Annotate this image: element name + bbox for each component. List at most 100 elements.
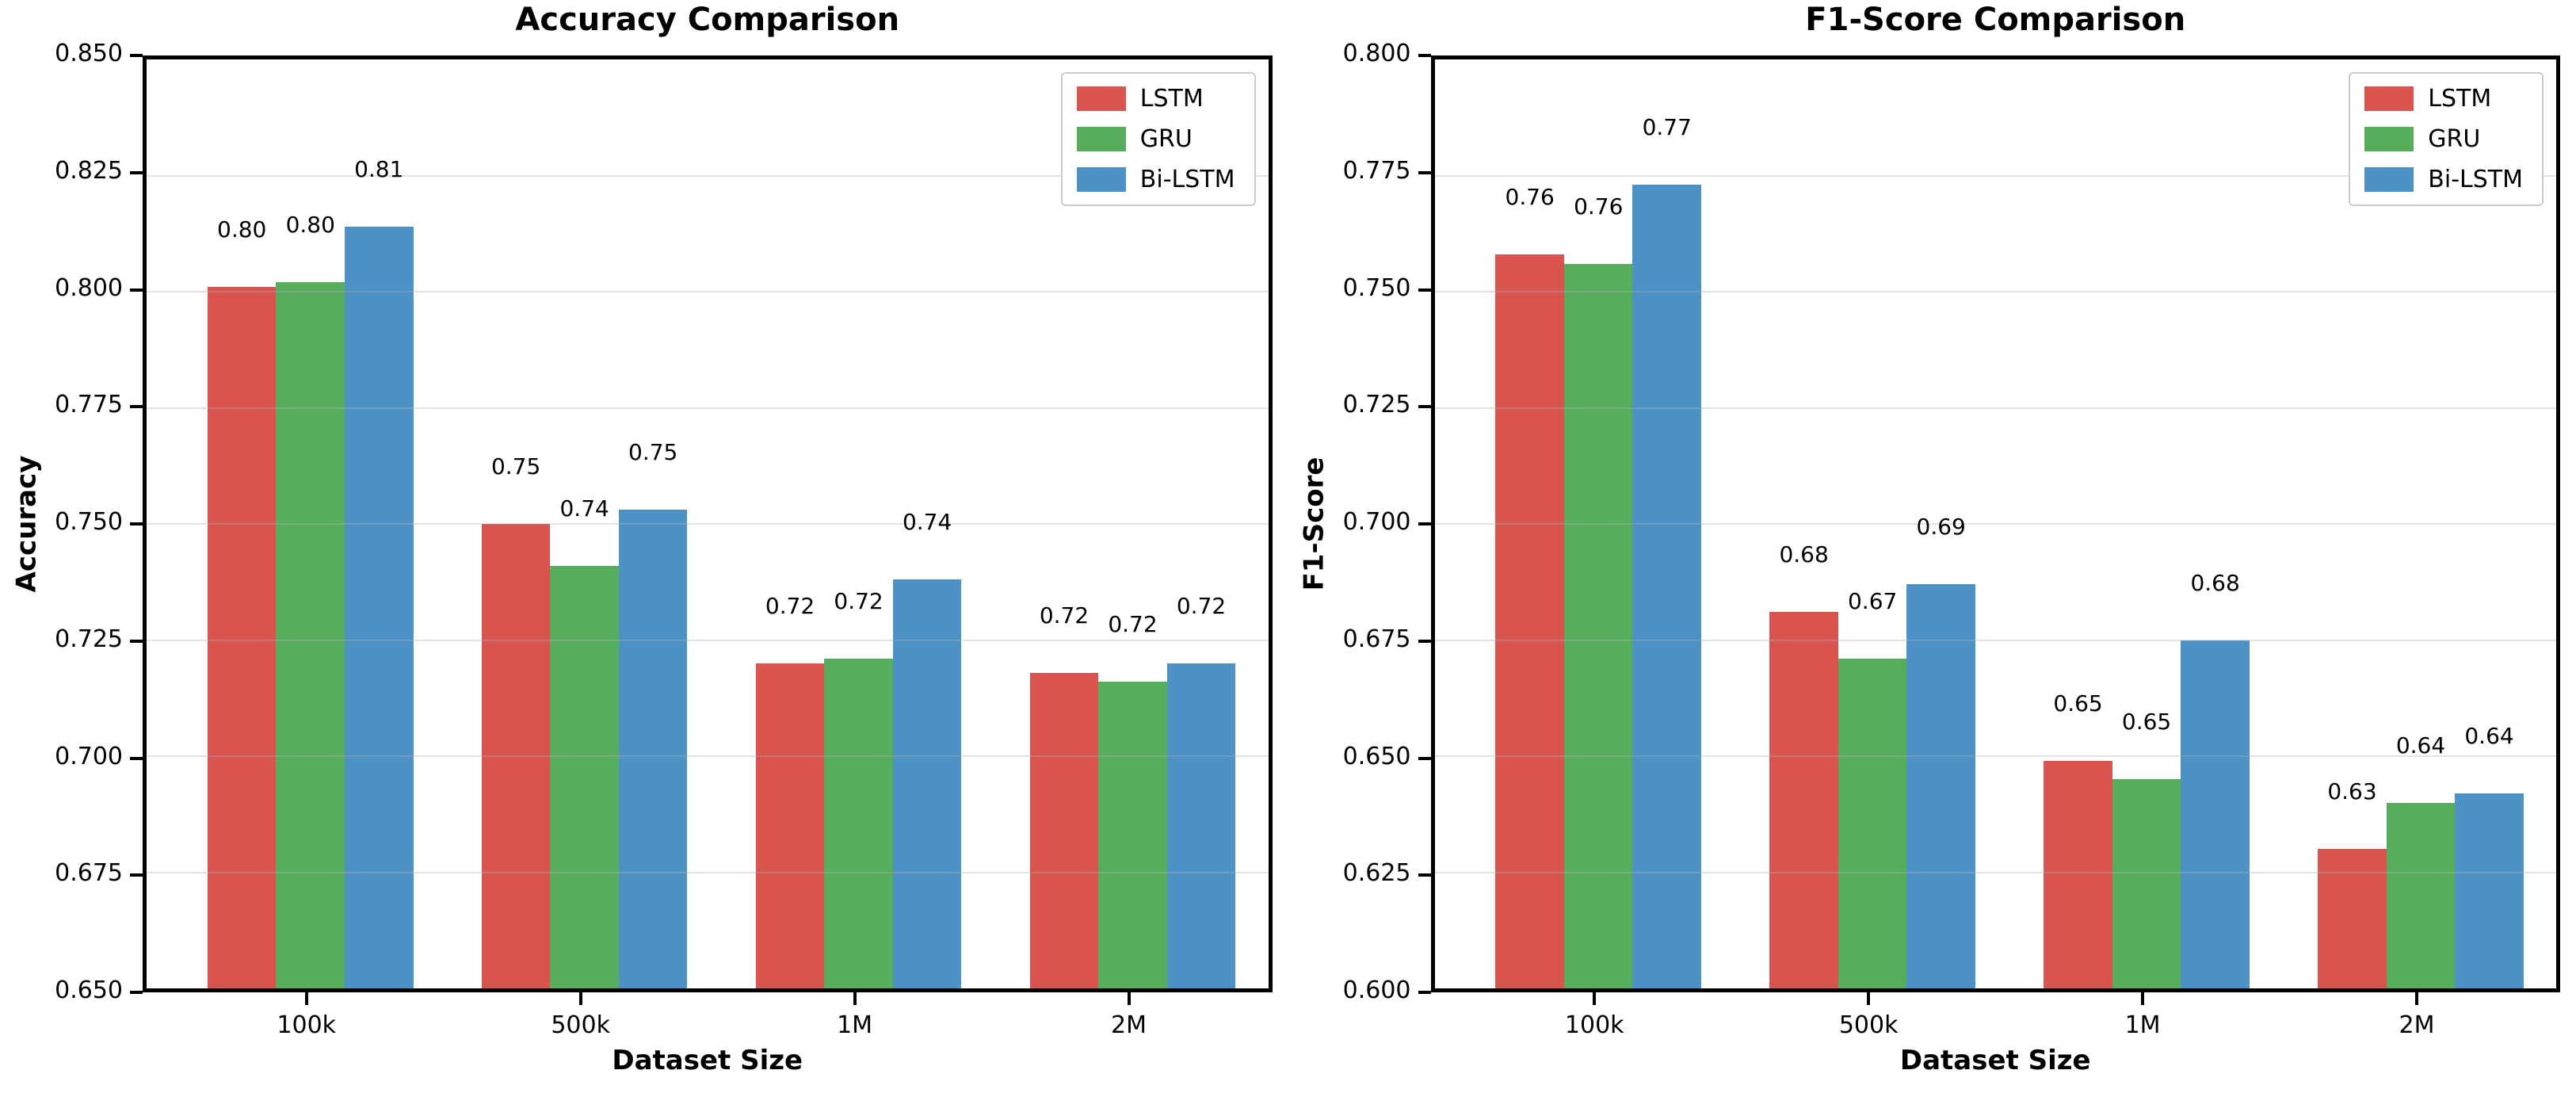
y-tick-mark <box>130 756 143 760</box>
chart-title: F1-Score Comparison <box>1805 2 2186 38</box>
x-tick-label: 100k <box>1564 1011 1624 1039</box>
y-tick-label: 0.750 <box>55 508 123 536</box>
x-tick-label: 500k <box>551 1011 610 1039</box>
bar-value-label: 0.80 <box>217 216 267 243</box>
x-tick-label: 2M <box>2399 1011 2435 1039</box>
bar-bi-lstm-2m <box>2455 793 2524 988</box>
x-tick-mark <box>853 992 857 1005</box>
y-tick-mark <box>130 639 143 643</box>
y-tick-label: 0.775 <box>1342 156 1411 185</box>
bar-bi-lstm-500k <box>1906 584 1975 988</box>
bar-value-label: 0.72 <box>765 592 815 619</box>
bar-value-label: 0.76 <box>1574 193 1624 220</box>
legend-label: GRU <box>1139 125 1193 153</box>
y-tick-mark <box>1418 288 1431 292</box>
y-tick-label: 0.850 <box>55 40 123 67</box>
y-tick-mark <box>1418 54 1431 57</box>
bar-value-label: 0.72 <box>1176 592 1227 619</box>
y-tick-mark <box>130 522 143 525</box>
bar-gru-2m <box>2386 802 2456 988</box>
legend-swatch-gru <box>1076 127 1126 151</box>
x-tick-label: 500k <box>1838 1011 1899 1039</box>
legend-item-bi-lstm: Bi-LSTM <box>2364 166 2523 193</box>
x-tick-mark <box>578 992 582 1005</box>
y-tick-mark <box>130 54 143 57</box>
y-tick-label: 0.650 <box>55 976 123 1004</box>
legend-swatch-bi-lstm <box>2364 167 2414 192</box>
y-tick-label: 0.725 <box>55 625 123 653</box>
x-axis-label: Dataset Size <box>1899 1045 2091 1076</box>
chart-panel-accuracy: Accuracy Comparison Accuracy 0.80 0.75 0.7… <box>10 2 1273 1076</box>
bar-lstm-1m <box>2044 760 2112 988</box>
bar-value-label: 0.65 <box>2121 709 2172 736</box>
y-tick-mark <box>1418 522 1431 525</box>
bar-bi-lstm-1m <box>2181 640 2250 988</box>
legend-swatch-lstm <box>2364 86 2414 111</box>
plot-area: 0.76 0.68 0.65 0.63 0.76 0.67 0.65 0.64 0.77 0.69… <box>1430 55 2560 992</box>
x-axis-label: Dataset Size <box>612 1045 803 1076</box>
y-tick-mark <box>130 288 143 292</box>
bar-value-label: 0.77 <box>1642 114 1692 141</box>
bar-value-label: 0.72 <box>1108 611 1158 638</box>
bar-value-label: 0.63 <box>2327 778 2377 805</box>
bar-value-label: 0.74 <box>902 509 952 536</box>
bar-gru-2m <box>1098 682 1167 988</box>
bar-lstm-500k <box>1769 612 1838 988</box>
x-tick-label: 1M <box>837 1011 873 1039</box>
bar-bi-lstm-1m <box>892 579 962 988</box>
bar-lstm-1m <box>755 663 825 988</box>
plot-area: 0.80 0.75 0.72 0.72 0.80 0.74 0.72 0.72 0.81 0.75… <box>143 55 1273 992</box>
legend: LSTM GRU Bi-LSTM <box>1060 72 1256 206</box>
bar-value-label: 0.65 <box>2053 690 2103 717</box>
y-tick-mark <box>1418 873 1431 877</box>
bar-lstm-100k <box>207 287 277 988</box>
y-tick-label: 0.625 <box>1342 859 1411 888</box>
x-tick-mark <box>2415 992 2419 1005</box>
bar-bi-lstm-100k <box>344 226 414 988</box>
legend-label: LSTM <box>2428 85 2492 113</box>
bar-value-label: 0.64 <box>2395 732 2446 759</box>
y-tick-mark <box>130 873 143 877</box>
bar-value-label: 0.68 <box>2190 569 2240 596</box>
bar-value-label: 0.68 <box>1779 541 1829 568</box>
x-tick-label: 100k <box>277 1011 337 1039</box>
x-tick-mark <box>1867 992 1871 1005</box>
legend-item-gru: GRU <box>1076 125 1235 153</box>
bar-bi-lstm-100k <box>1632 185 1701 988</box>
legend-label: Bi-LSTM <box>1139 166 1235 193</box>
x-tick-mark <box>2141 992 2145 1005</box>
bar-value-label: 0.72 <box>1039 602 1090 629</box>
bar-gru-500k <box>550 565 619 988</box>
y-tick-label: 0.700 <box>55 742 123 770</box>
legend-item-lstm: LSTM <box>1076 85 1235 113</box>
x-tick-label: 1M <box>2124 1011 2161 1039</box>
y-tick-label: 0.675 <box>55 859 123 888</box>
legend-swatch-lstm <box>1076 86 1126 111</box>
legend-swatch-bi-lstm <box>1076 167 1126 192</box>
y-tick-label: 0.725 <box>1342 391 1411 419</box>
y-tick-mark <box>130 405 143 409</box>
x-tick-mark <box>1127 992 1131 1005</box>
bar-lstm-2m <box>1029 672 1099 988</box>
y-tick-mark <box>1418 405 1431 409</box>
legend-label: GRU <box>2428 125 2481 153</box>
bar-lstm-2m <box>2318 849 2387 988</box>
y-tick-mark <box>1418 639 1431 643</box>
bar-gru-500k <box>1838 658 1907 988</box>
bar-value-label: 0.67 <box>1847 587 1898 614</box>
y-tick-label: 0.700 <box>1342 508 1411 536</box>
y-tick-mark <box>1418 756 1431 760</box>
y-tick-label: 0.800 <box>1342 40 1411 67</box>
bar-gru-100k <box>276 282 345 988</box>
y-tick-label: 0.675 <box>1342 625 1411 653</box>
bar-value-label: 0.74 <box>559 495 609 522</box>
bar-lstm-500k <box>481 524 551 988</box>
y-tick-label: 0.750 <box>1342 273 1411 302</box>
chart-title: Accuracy Comparison <box>515 2 900 38</box>
bar-gru-1m <box>824 658 893 988</box>
x-tick-mark <box>1593 992 1597 1005</box>
bar-lstm-100k <box>1495 254 1564 988</box>
y-tick-label: 0.650 <box>1342 742 1411 770</box>
y-tick-label: 0.825 <box>55 156 123 185</box>
x-tick-mark <box>304 992 308 1005</box>
